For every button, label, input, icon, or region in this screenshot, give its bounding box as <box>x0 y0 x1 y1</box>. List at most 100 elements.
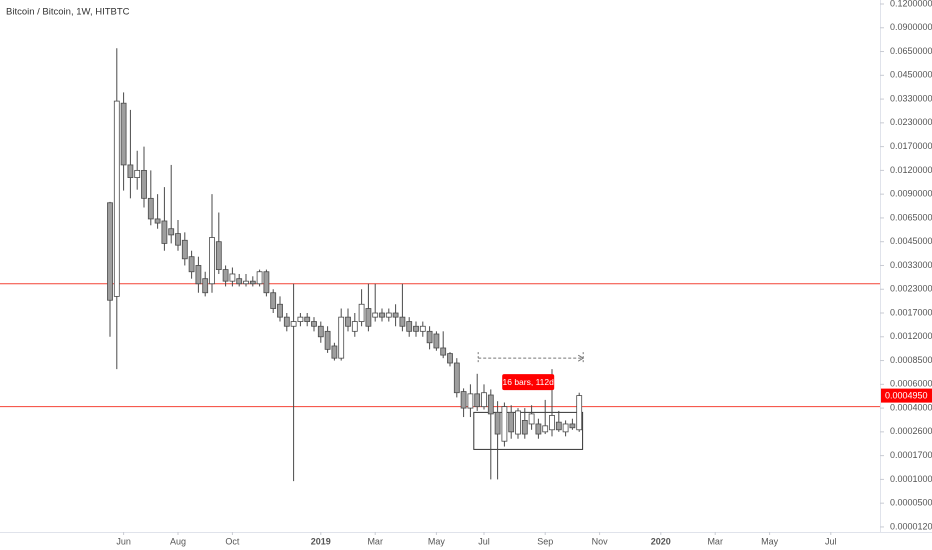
x-tick-label: Jun <box>116 536 131 546</box>
candle-body <box>508 411 515 433</box>
candle-body <box>202 278 209 294</box>
measure-label-box <box>502 374 555 391</box>
x-tick-label: 2019 <box>311 536 331 546</box>
candle-body <box>351 321 358 332</box>
candle-body <box>256 271 263 285</box>
candle-body <box>372 312 379 318</box>
candle-body <box>134 169 141 178</box>
candle-body <box>501 406 508 442</box>
y-tick-label: 0.0004000 <box>890 402 932 412</box>
candle-body <box>161 220 168 244</box>
y-tick-label: 0.0006000 <box>890 379 932 389</box>
y-tick-label: 0.0065000 <box>890 212 932 222</box>
y-tick-label: 0.0001700 <box>890 450 932 460</box>
candle-body <box>413 325 419 332</box>
candle-body <box>535 423 542 435</box>
candle-body <box>515 410 521 435</box>
candle-body <box>304 316 311 322</box>
candle-body <box>324 330 331 350</box>
y-tick-label: 0.0650000 <box>890 46 932 56</box>
candle-body <box>297 316 304 322</box>
candle-body <box>406 321 413 332</box>
candle-body <box>549 415 555 431</box>
candle-body <box>120 102 127 166</box>
x-tick-label: Sep <box>537 536 553 546</box>
measure-label: 16 bars, 112d <box>503 377 555 387</box>
x-tick-label: Mar <box>707 536 723 546</box>
candle-body <box>569 423 576 429</box>
y-tick-label: 0.0008500 <box>890 355 932 365</box>
candle-body <box>487 394 494 415</box>
candle-body <box>555 421 562 431</box>
candle-body <box>528 413 535 425</box>
y-tick-label: 0.0023000 <box>890 284 932 294</box>
x-tick-label: May <box>761 536 779 546</box>
candle-body <box>243 280 249 285</box>
candle-body <box>358 303 365 322</box>
candle-body <box>283 316 290 327</box>
y-tick-label: 0.1200000 <box>890 0 932 8</box>
candle-body <box>209 237 215 285</box>
candle-body <box>365 308 372 327</box>
candle-body <box>379 312 385 318</box>
y-tick-label: 0.0012000 <box>890 331 932 341</box>
candle-body <box>385 312 392 318</box>
candle-body <box>317 325 324 338</box>
candle-body <box>113 100 120 297</box>
range-box <box>473 411 584 450</box>
candle-body <box>236 278 243 285</box>
x-tick-label: Nov <box>592 536 609 546</box>
y-tick-label: 0.0002600 <box>890 426 932 436</box>
candle-body <box>222 269 229 282</box>
y-tick-label: 0.0000120 <box>890 521 932 531</box>
candle-body <box>188 256 195 273</box>
y-tick-label: 0.0001000 <box>890 474 932 484</box>
candle-body <box>290 321 297 327</box>
candle-body <box>311 321 317 327</box>
candle-body <box>345 316 351 327</box>
candle-body <box>141 169 147 199</box>
candle-body <box>433 333 440 349</box>
candle-body <box>168 228 175 236</box>
y-tick-label: 0.0017000 <box>890 307 932 317</box>
candle-body <box>453 362 460 394</box>
candle-body <box>542 425 549 433</box>
y-tick-label: 0.0033000 <box>890 260 932 270</box>
candle-body <box>460 391 467 409</box>
x-tick-label: Aug <box>170 536 186 546</box>
candle-body <box>147 197 154 220</box>
y-tick-label: 0.0330000 <box>890 93 932 103</box>
y-tick-label: 0.0450000 <box>890 70 932 80</box>
y-tick-label: 0.0120000 <box>890 165 932 175</box>
candle-body <box>229 273 236 282</box>
x-tick-label: 2020 <box>651 536 671 546</box>
candle-body <box>215 241 222 270</box>
y-tick-label: 0.0900000 <box>890 22 932 32</box>
y-tick-label: 0.0000500 <box>890 498 932 508</box>
candle-body <box>195 265 202 285</box>
candle-body <box>392 312 399 318</box>
candle-body <box>127 164 134 178</box>
candle-body <box>576 395 583 431</box>
candle-body <box>270 292 277 309</box>
chart-title: Bitcoin / Bitcoin, 1W, HITBTC <box>6 7 130 18</box>
candle-body <box>249 280 256 285</box>
x-tick-label: May <box>428 536 446 546</box>
x-tick-label: Oct <box>225 536 240 546</box>
measure-arrow <box>577 354 585 362</box>
candle-body <box>331 345 338 359</box>
candle-body <box>419 325 426 332</box>
price-label-box <box>881 388 932 403</box>
candle-body <box>494 411 501 435</box>
candle-body <box>154 218 161 224</box>
candle-body <box>175 233 181 246</box>
candle-body <box>338 316 345 359</box>
y-tick-label: 0.0045000 <box>890 236 932 246</box>
candle-body <box>562 423 569 433</box>
candle-body <box>277 303 283 318</box>
x-tick-label: Mar <box>367 536 383 546</box>
candle-body <box>107 202 113 301</box>
candle-body <box>181 239 188 260</box>
